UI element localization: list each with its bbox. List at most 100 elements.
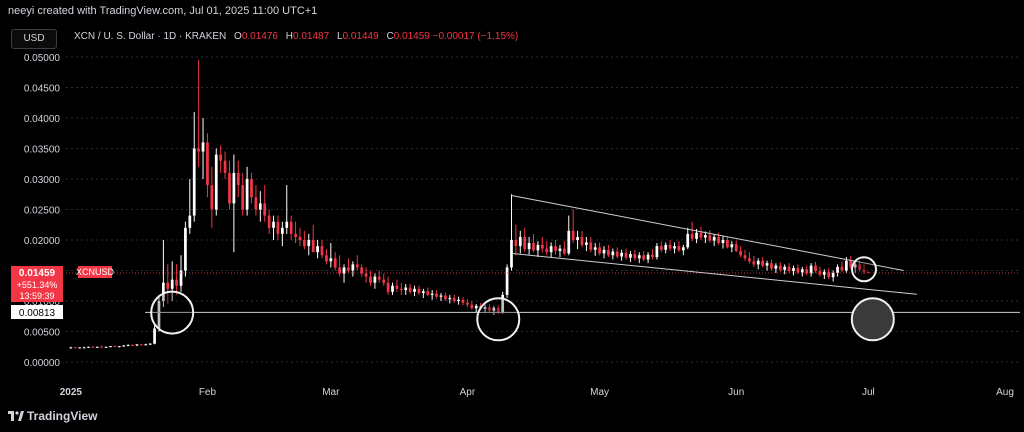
- candle-body: [607, 249, 610, 256]
- x-tick-label: 2025: [60, 387, 83, 398]
- highlight-circle: [850, 256, 877, 283]
- countdown-label: 13:59:39: [19, 291, 54, 301]
- candle-body: [444, 295, 447, 300]
- candle-body: [250, 179, 253, 198]
- attribution-header: neeyi created with TradingView.com, Jul …: [8, 5, 318, 17]
- candle-body: [320, 246, 324, 256]
- candle-body: [633, 254, 637, 259]
- candle-body: [148, 343, 152, 345]
- candle-body: [761, 260, 765, 266]
- candle-body: [730, 244, 734, 248]
- change-value: −0.00017 (−1.15%): [432, 31, 519, 42]
- candle-body: [712, 236, 716, 241]
- candle-body: [787, 266, 791, 272]
- candle-body: [258, 203, 262, 210]
- current-price-tag-bg: [11, 266, 63, 302]
- candle-body: [100, 346, 104, 348]
- x-tick-label: Feb: [199, 387, 217, 398]
- tradingview-logo[interactable]: TradingView: [8, 409, 97, 423]
- candle-body: [858, 264, 861, 270]
- candle-body: [703, 235, 707, 238]
- candle-body: [439, 295, 443, 297]
- candle-body: [399, 288, 403, 291]
- candle-body: [109, 346, 112, 348]
- candle-body: [373, 276, 377, 283]
- candle-body: [430, 293, 434, 295]
- candle-body: [739, 250, 742, 256]
- candle-body: [391, 285, 394, 292]
- candle-body: [611, 251, 615, 256]
- y-tick-label: 0.04500: [24, 84, 61, 95]
- candle-body: [792, 268, 795, 272]
- candle-body: [726, 240, 729, 248]
- candle-body: [748, 258, 751, 262]
- candle-body: [558, 248, 562, 251]
- x-tick-label: Mar: [322, 387, 340, 398]
- candle-body: [175, 279, 178, 286]
- high-value: 0.01487: [293, 31, 330, 42]
- open-label: O: [234, 31, 242, 42]
- candle-body: [307, 240, 311, 247]
- candle-body: [580, 236, 584, 245]
- candle-body: [470, 304, 474, 309]
- candle-body: [236, 172, 240, 186]
- y-tick-label: 0.04000: [24, 114, 61, 125]
- candle-body: [774, 265, 778, 269]
- currency-button[interactable]: USD: [11, 29, 57, 49]
- candle-body: [567, 230, 571, 254]
- y-tick-label: 0.03500: [24, 145, 61, 156]
- grid-layer: [66, 56, 1020, 363]
- candle-body: [126, 344, 130, 346]
- candle-body: [179, 270, 183, 286]
- candle-body: [413, 288, 416, 292]
- x-tick-label: May: [590, 387, 609, 398]
- candle-body: [325, 255, 328, 262]
- candle-body: [796, 268, 800, 273]
- candle-body: [717, 236, 720, 244]
- candle-body: [853, 264, 857, 268]
- candle-body: [827, 271, 831, 278]
- candle-body: [532, 243, 535, 251]
- change-pct-label: +551.34%: [17, 280, 58, 290]
- candle-body: [668, 244, 672, 249]
- candle-body: [298, 236, 302, 240]
- candle-body: [655, 246, 659, 258]
- candle-body: [474, 305, 478, 309]
- candle-body: [805, 269, 809, 274]
- candle-body: [452, 297, 456, 301]
- candle-body: [360, 267, 364, 274]
- candle-body: [681, 247, 685, 251]
- candle-body: [562, 248, 566, 254]
- candle-body: [95, 346, 99, 348]
- candle-body: [549, 246, 553, 253]
- candle-body: [695, 232, 698, 239]
- candle-body: [228, 172, 231, 204]
- candle-body: [188, 215, 192, 228]
- candle-body: [770, 263, 773, 269]
- candle-body: [615, 251, 619, 257]
- highlight-circle-filled: [850, 297, 895, 342]
- candle-body: [91, 346, 95, 348]
- candle-body: [571, 230, 575, 240]
- candle-body: [800, 269, 804, 273]
- candle-body: [342, 267, 346, 274]
- candle-body: [501, 294, 505, 312]
- candle-body: [527, 243, 531, 250]
- candle-body: [351, 264, 355, 271]
- candle-body: [589, 242, 593, 250]
- candle-body: [245, 179, 249, 210]
- candle-body: [483, 307, 487, 309]
- y-tick-label: 0.02000: [24, 236, 61, 247]
- candle-body: [545, 248, 549, 253]
- candle-body: [87, 346, 90, 348]
- ticker-tag: XCNUSD: [76, 266, 114, 278]
- candle-body: [849, 260, 853, 268]
- tradingview-brand: TradingView: [27, 409, 98, 423]
- wedge-lower-line: [511, 252, 917, 295]
- candle-body: [765, 263, 769, 266]
- candle-body: [192, 148, 196, 216]
- candle-body: [267, 215, 271, 228]
- candle-body: [276, 221, 280, 234]
